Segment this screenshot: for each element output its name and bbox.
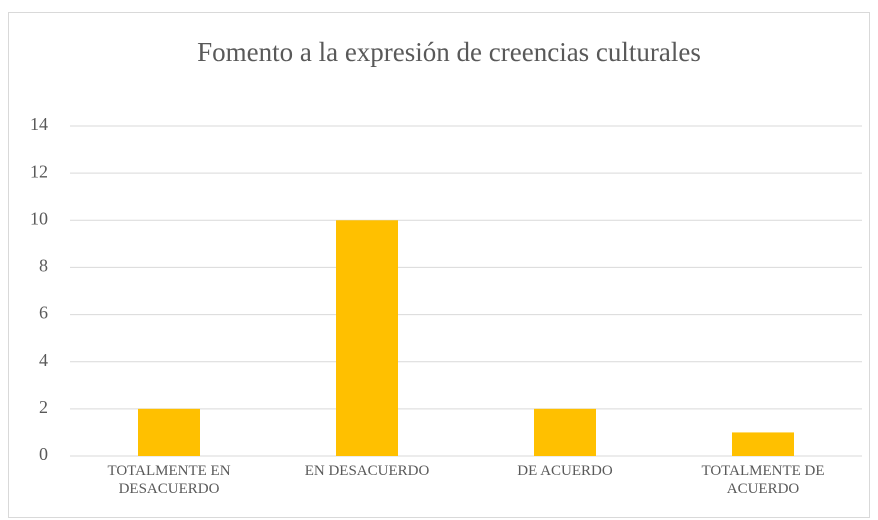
y-tick-label: 6 [39,303,48,323]
bar [732,432,794,456]
x-tick-label: TOTALMENTE EN DESACUERDO [107,463,231,497]
y-tick-label: 14 [30,114,48,134]
bar [534,408,596,456]
y-tick-label: 4 [39,350,48,370]
x-tick-label: DE ACUERDO [517,463,613,479]
y-tick-label: 10 [30,208,48,228]
y-tick-label: 0 [39,444,48,464]
y-tick-label: 2 [39,397,48,417]
y-tick-label: 8 [39,256,48,276]
x-tick-label: EN DESACUERDO [304,463,430,479]
y-tick-label: 12 [30,161,48,181]
x-tick-label: TOTALMENTE DE ACUERDO [701,463,825,497]
chart-title: Fomento a la expresión de creencias cult… [197,37,701,67]
bar [336,220,398,456]
bar [138,408,200,456]
